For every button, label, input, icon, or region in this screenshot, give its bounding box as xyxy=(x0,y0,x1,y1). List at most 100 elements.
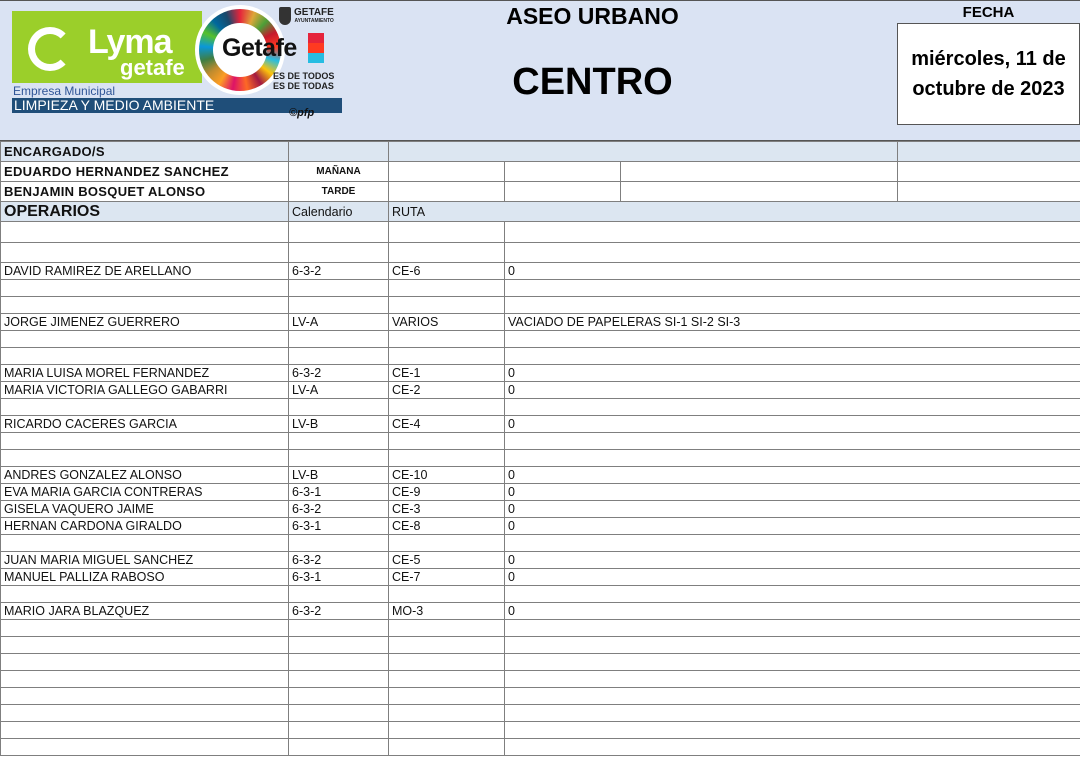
calendario-cell[interactable]: LV-B xyxy=(288,466,389,484)
calendario-cell[interactable] xyxy=(288,432,389,450)
descripcion-cell[interactable] xyxy=(503,585,1080,603)
operario-name[interactable]: ANDRES GONZALEZ ALONSO xyxy=(0,466,289,484)
ruta-cell[interactable]: CE-9 xyxy=(388,483,505,501)
cell[interactable] xyxy=(897,141,1080,162)
calendario-cell[interactable] xyxy=(288,330,389,348)
calendario-cell[interactable]: 6-3-2 xyxy=(288,262,389,280)
ruta-cell[interactable] xyxy=(388,221,505,243)
descripcion-cell[interactable]: 0 xyxy=(503,602,1080,620)
operario-name[interactable] xyxy=(0,687,289,705)
operario-name[interactable]: JUAN MARIA MIGUEL SANCHEZ xyxy=(0,551,289,569)
operario-name[interactable] xyxy=(0,636,289,654)
calendario-cell[interactable] xyxy=(288,279,389,297)
ruta-cell[interactable] xyxy=(388,398,505,416)
operario-name[interactable]: HERNAN CARDONA GIRALDO xyxy=(0,517,289,535)
operario-name[interactable] xyxy=(0,619,289,637)
descripcion-cell[interactable] xyxy=(503,653,1080,671)
cell[interactable] xyxy=(619,181,899,202)
descripcion-cell[interactable]: 0 xyxy=(503,381,1080,399)
calendario-cell[interactable]: 6-3-1 xyxy=(288,568,389,586)
calendario-cell[interactable] xyxy=(288,449,389,467)
descripcion-cell[interactable] xyxy=(503,432,1080,450)
descripcion-cell[interactable] xyxy=(503,347,1080,365)
ruta-cell[interactable]: CE-2 xyxy=(388,381,505,399)
calendario-cell[interactable] xyxy=(288,585,389,603)
operario-name[interactable] xyxy=(0,534,289,552)
descripcion-cell[interactable] xyxy=(503,398,1080,416)
descripcion-cell[interactable]: 0 xyxy=(503,568,1080,586)
ruta-cell[interactable]: CE-6 xyxy=(388,262,505,280)
operario-name[interactable]: RICARDO CACERES GARCIA xyxy=(0,415,289,433)
descripcion-cell[interactable]: 0 xyxy=(503,262,1080,280)
ruta-cell[interactable] xyxy=(388,330,505,348)
ruta-cell[interactable] xyxy=(388,653,505,671)
ruta-cell[interactable] xyxy=(388,721,505,739)
operario-name[interactable] xyxy=(0,398,289,416)
operario-name[interactable]: MARIO JARA BLAZQUEZ xyxy=(0,602,289,620)
descripcion-cell[interactable] xyxy=(503,636,1080,654)
descripcion-cell[interactable] xyxy=(503,241,1080,263)
calendario-cell[interactable]: 6-3-2 xyxy=(288,551,389,569)
calendario-cell[interactable] xyxy=(288,704,389,722)
ruta-cell[interactable] xyxy=(388,347,505,365)
date-cell[interactable]: miércoles, 11 de octubre de 2023 xyxy=(897,23,1080,125)
descripcion-cell[interactable]: 0 xyxy=(503,517,1080,535)
encargado-name[interactable]: BENJAMIN BOSQUET ALONSO xyxy=(0,181,289,202)
operario-name[interactable] xyxy=(0,432,289,450)
calendario-cell[interactable] xyxy=(288,738,389,756)
calendario-cell[interactable]: LV-B xyxy=(288,415,389,433)
operario-name[interactable] xyxy=(0,221,289,243)
ruta-cell[interactable] xyxy=(388,279,505,297)
calendario-cell[interactable] xyxy=(288,221,389,243)
operario-name[interactable] xyxy=(0,449,289,467)
cell[interactable] xyxy=(388,181,505,202)
operario-name[interactable] xyxy=(0,279,289,297)
operario-name[interactable] xyxy=(0,585,289,603)
ruta-cell[interactable] xyxy=(388,296,505,314)
ruta-cell[interactable]: MO-3 xyxy=(388,602,505,620)
ruta-cell[interactable]: CE-5 xyxy=(388,551,505,569)
operario-name[interactable] xyxy=(0,653,289,671)
ruta-cell[interactable] xyxy=(388,636,505,654)
calendario-cell[interactable] xyxy=(288,534,389,552)
ruta-cell[interactable] xyxy=(388,432,505,450)
descripcion-cell[interactable] xyxy=(503,449,1080,467)
ruta-cell[interactable]: CE-7 xyxy=(388,568,505,586)
operario-name[interactable] xyxy=(0,738,289,756)
calendario-cell[interactable]: LV-A xyxy=(288,381,389,399)
descripcion-cell[interactable] xyxy=(503,704,1080,722)
ruta-cell[interactable]: CE-4 xyxy=(388,415,505,433)
ruta-cell[interactable]: CE-1 xyxy=(388,364,505,382)
calendario-cell[interactable] xyxy=(288,241,389,263)
calendario-cell[interactable] xyxy=(288,636,389,654)
calendario-cell[interactable]: 6-3-1 xyxy=(288,517,389,535)
ruta-cell[interactable]: CE-8 xyxy=(388,517,505,535)
operario-name[interactable] xyxy=(0,330,289,348)
ruta-cell[interactable]: CE-10 xyxy=(388,466,505,484)
ruta-cell[interactable] xyxy=(388,738,505,756)
encargado-turno[interactable]: TARDE xyxy=(288,181,389,202)
calendario-cell[interactable] xyxy=(288,687,389,705)
descripcion-cell[interactable] xyxy=(503,534,1080,552)
cell[interactable] xyxy=(388,161,505,182)
calendario-cell[interactable] xyxy=(288,619,389,637)
ruta-cell[interactable] xyxy=(388,449,505,467)
descripcion-cell[interactable] xyxy=(503,687,1080,705)
operario-name[interactable]: EVA MARIA GARCIA CONTRERAS xyxy=(0,483,289,501)
encargado-turno[interactable]: MAÑANA xyxy=(288,161,389,182)
descripcion-cell[interactable]: 0 xyxy=(503,551,1080,569)
ruta-cell[interactable]: CE-3 xyxy=(388,500,505,518)
calendario-cell[interactable] xyxy=(288,296,389,314)
descripcion-cell[interactable] xyxy=(503,279,1080,297)
operario-name[interactable] xyxy=(0,241,289,263)
ruta-cell[interactable] xyxy=(388,670,505,688)
operario-name[interactable] xyxy=(0,296,289,314)
cell[interactable] xyxy=(897,161,1080,182)
descripcion-cell[interactable] xyxy=(503,670,1080,688)
ruta-cell[interactable] xyxy=(388,585,505,603)
descripcion-cell[interactable]: 0 xyxy=(503,483,1080,501)
ruta-cell[interactable]: VARIOS xyxy=(388,313,505,331)
encargado-name[interactable]: EDUARDO HERNANDEZ SANCHEZ xyxy=(0,161,289,182)
cell[interactable] xyxy=(387,141,899,162)
descripcion-cell[interactable] xyxy=(503,330,1080,348)
